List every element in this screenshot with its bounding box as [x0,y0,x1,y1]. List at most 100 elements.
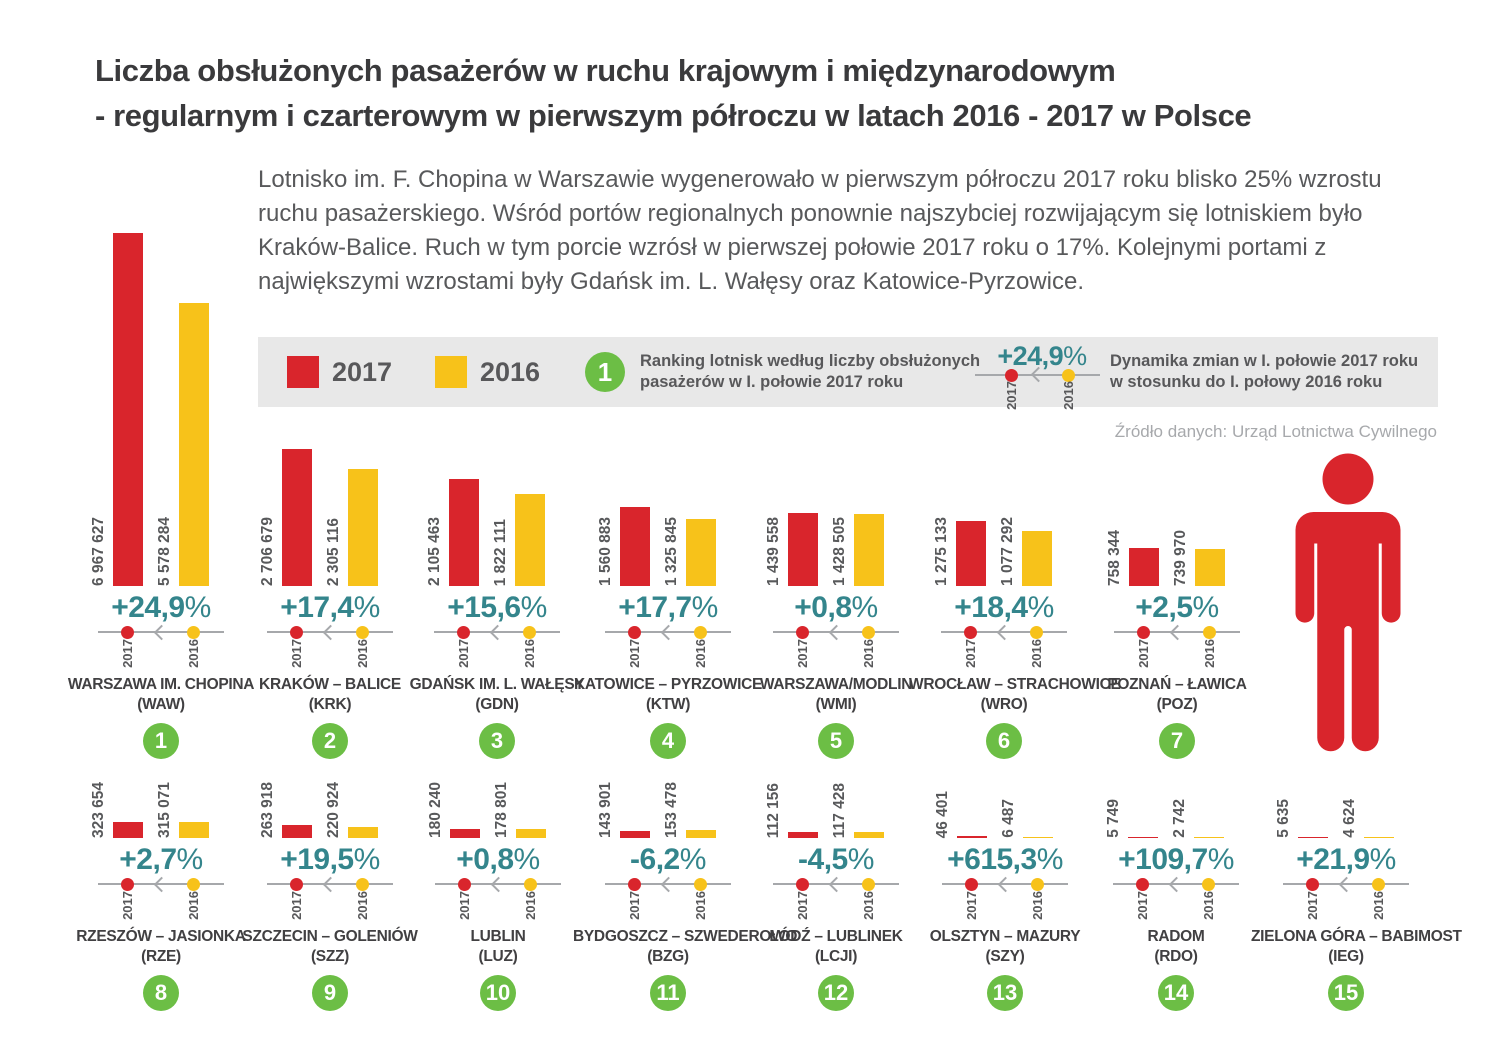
airport-group: 263 918 220 924 +19,5% 2017 2016 SZCZECI… [235,718,425,1011]
data-source: Źródło danych: Urząd Lotnictwa Cywilnego [1114,422,1437,441]
axis-line [942,883,1068,885]
axis-year-2016: 2016 [1029,639,1044,668]
bar-pair: 1 275 133 1 077 292 [909,466,1099,586]
change-percent: +19,5% [235,844,425,878]
airport-code: (RDO) [1154,948,1198,965]
arrow-left-icon [490,876,507,893]
rank-badge: 12 [818,975,854,1011]
change-axis: 2017 2016 [741,624,931,672]
percent-sign: % [176,843,204,876]
bar-pair: 1 439 558 1 428 505 [741,466,931,586]
change-axis: 2017 2016 [1082,624,1272,672]
change-axis: 2017 2016 [910,876,1100,924]
airport-name: ŁÓDŹ – LUBLINEK [769,928,903,945]
value-2017: 46 401 [934,790,951,838]
axis-year-2017: 2017 [289,639,304,668]
airport-name: WROCŁAW – STRACHOWICE [909,676,1121,693]
value-2016: 1 428 505 [831,517,848,586]
axis-year-2017: 2017 [627,639,642,668]
percent-sign: % [691,591,719,624]
change-percent: +615,3% [910,844,1100,878]
rank-badge: 4 [650,723,686,759]
airport-code: (WAW) [137,696,185,713]
airport-name: RADOM [1147,928,1205,945]
change-percent-number: -4,5 [798,843,848,876]
airport-name: RZESZÓW – JASIONKA [76,928,246,945]
change-axis: 2017 2016 [909,624,1099,672]
dot-2016 [1030,626,1043,639]
legend-dynamics-note: Dynamika zmian w I. połowie 2017 roku w … [1110,351,1418,393]
axis-year-2017: 2017 [627,891,642,920]
bar-2017 [788,513,818,586]
bar-2016 [1364,836,1394,838]
percent-sign: % [184,591,212,624]
bar-2017 [113,233,143,586]
value-2017: 112 156 [765,782,782,838]
axis-year-2016: 2016 [1202,639,1217,668]
change-axis: 2017 2016 [66,624,256,672]
bar-2017 [788,832,818,838]
rank-badge: 13 [987,975,1023,1011]
airport-group: 758 344 739 970 +2,5% 2017 2016 POZNAŃ –… [1082,466,1272,759]
arrow-left-icon [828,624,845,641]
airport-name: WARSZAWA/MODLIN [759,676,913,693]
arrow-left-icon [997,876,1014,893]
change-axis: 2017 2016 [741,876,931,924]
dot-2017 [121,878,134,891]
bar-2016 [686,518,716,586]
change-percent: -6,2% [573,844,763,878]
dot-2017 [121,626,134,639]
change-percent-number: +17,4 [280,591,354,624]
bar-pair: 5 749 2 742 [1081,718,1271,838]
dot-2016 [694,878,707,891]
dot-2016 [187,626,200,639]
change-axis: 2017 2016 [403,876,593,924]
change-percent-number: +24,9 [111,591,185,624]
legend-dot-2017 [1005,368,1018,382]
percent-sign: % [1192,591,1220,624]
legend-strip: 2017 2016 1 Ranking lotnisk według liczb… [258,337,1438,410]
change-percent-number: +2,5 [1135,591,1193,624]
value-2016: 2 305 116 [325,517,342,586]
legend-percent-sign: % [1063,341,1087,371]
value-2017: 143 901 [597,781,614,838]
legend-dynamics-percent: +24,9% [962,341,1122,372]
value-2016: 2 742 [1171,799,1188,838]
axis-year-2016: 2016 [861,639,876,668]
change-percent-number: +21,9 [1296,843,1370,876]
value-2017: 2 105 463 [426,517,443,586]
value-2017: 323 654 [90,781,107,838]
rank-badge: 3 [479,723,515,759]
bar-2017 [450,828,480,838]
percent-sign: % [513,843,541,876]
ranking-note-line-2: pasażerów w I. połowie 2017 roku [640,373,904,391]
axis-year-2016: 2016 [523,891,538,920]
legend-label-2016: 2016 [480,357,541,387]
value-2017: 5 635 [1275,799,1292,838]
airport-group: 1 439 558 1 428 505 +0,8% 2017 2016 WARS… [741,466,931,759]
arrow-left-icon [489,624,506,641]
airport-code: (LCJI) [814,948,858,965]
ranking-note-line-1: Ranking lotnisk według liczby obsłużonyc… [640,352,981,370]
arrow-left-icon [1168,876,1185,893]
bar-2016 [515,493,545,586]
arrow-left-icon [1338,876,1355,893]
axis-line [267,631,393,633]
percent-sign: % [847,843,875,876]
bar-pair: 180 240 178 801 [403,718,593,838]
bar-2016 [854,513,884,586]
legend-ranking-note: Ranking lotnisk według liczby obsłużonyc… [640,351,980,393]
change-percent: +15,6% [402,592,592,626]
dot-2016 [1372,878,1385,891]
bar-2016 [516,828,546,838]
value-2016: 1 822 111 [492,518,509,586]
value-2017: 758 344 [1106,529,1123,586]
airport-name: KRAKÓW – BALICE [259,676,401,693]
value-2017: 1 560 883 [597,517,614,586]
rank-badge: 14 [1158,975,1194,1011]
value-2017: 6 967 627 [90,517,107,586]
axis-line [434,631,560,633]
percent-sign: % [1036,843,1064,876]
axis-line [1114,631,1240,633]
axis-year-2017: 2017 [795,891,810,920]
